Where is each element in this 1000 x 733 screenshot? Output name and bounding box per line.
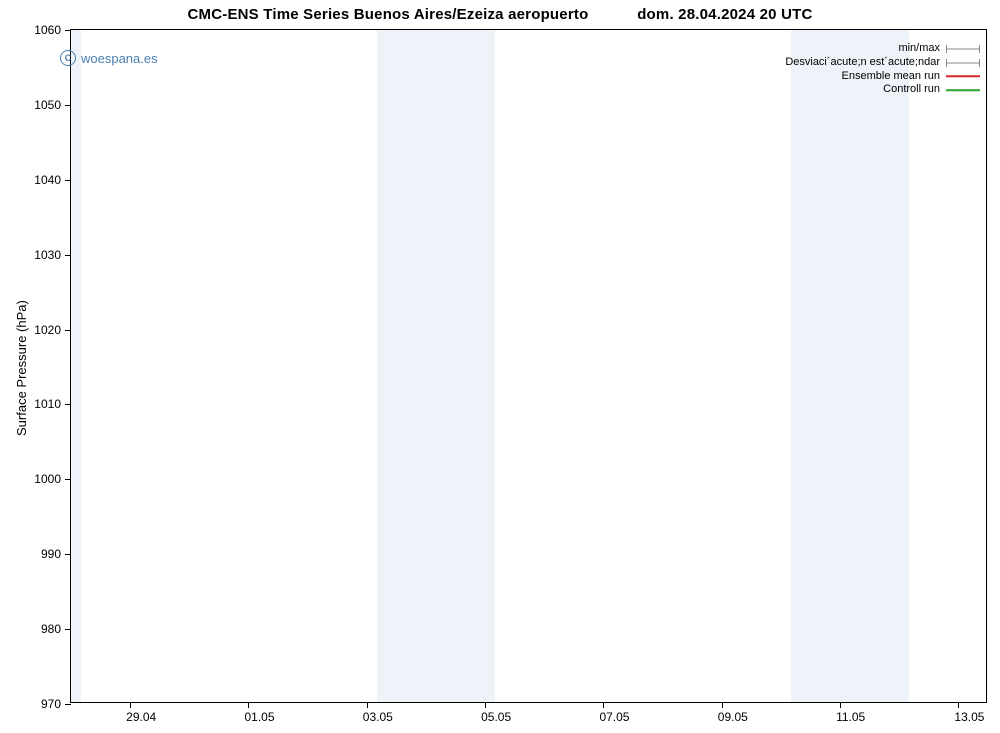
- legend-swatch: [946, 59, 980, 67]
- ytick-label: 1000: [34, 472, 61, 486]
- xtick: [367, 702, 368, 708]
- ytick-label: 970: [41, 697, 61, 711]
- xtick-label: 11.05: [836, 710, 865, 724]
- xtick-label: 13.05: [954, 710, 984, 724]
- xtick-label: 29.04: [126, 710, 156, 724]
- ytick-label: 1060: [34, 23, 61, 37]
- legend: min/maxDesviaci´acute;n est´acute;ndarEn…: [785, 42, 980, 97]
- weekend-band: [71, 30, 81, 702]
- legend-label: Ensemble mean run: [842, 70, 940, 84]
- legend-swatch: [946, 86, 980, 94]
- ytick-label: 1050: [34, 98, 61, 112]
- ytick-label: 1020: [34, 323, 61, 337]
- xtick: [248, 702, 249, 708]
- plot-area: 970980990100010101020103010401050106029.…: [70, 29, 987, 703]
- ytick: [65, 30, 71, 31]
- watermark-text: woespana.es: [81, 51, 158, 66]
- ytick-label: 990: [41, 547, 61, 561]
- xtick-label: 09.05: [718, 710, 748, 724]
- legend-label: Desviaci´acute;n est´acute;ndar: [785, 56, 940, 70]
- ytick: [65, 180, 71, 181]
- xtick: [722, 702, 723, 708]
- ytick: [65, 629, 71, 630]
- xtick: [840, 702, 841, 708]
- legend-item: min/max: [785, 42, 980, 56]
- y-axis-label: Surface Pressure (hPa): [14, 300, 29, 436]
- xtick: [958, 702, 959, 708]
- ytick-label: 1010: [34, 397, 61, 411]
- ytick: [65, 704, 71, 705]
- xtick-label: 01.05: [244, 710, 274, 724]
- weekend-band: [377, 30, 495, 702]
- legend-label: min/max: [898, 42, 940, 56]
- ytick: [65, 105, 71, 106]
- title-right: dom. 28.04.2024 20 UTC: [637, 6, 812, 23]
- legend-label: Controll run: [883, 83, 940, 97]
- ytick: [65, 330, 71, 331]
- ytick: [65, 479, 71, 480]
- ytick: [65, 554, 71, 555]
- title-left: CMC-ENS Time Series Buenos Aires/Ezeiza …: [187, 6, 588, 23]
- chart-title: CMC-ENS Time Series Buenos Aires/Ezeiza …: [0, 6, 1000, 23]
- xtick-label: 03.05: [363, 710, 393, 724]
- ytick: [65, 255, 71, 256]
- legend-item: Controll run: [785, 83, 980, 97]
- legend-swatch: [946, 72, 980, 80]
- ytick-label: 980: [41, 622, 61, 636]
- xtick-label: 07.05: [599, 710, 629, 724]
- watermark: C woespana.es: [60, 50, 158, 66]
- legend-item: Ensemble mean run: [785, 70, 980, 84]
- xtick: [603, 702, 604, 708]
- ytick-label: 1040: [34, 173, 61, 187]
- legend-swatch: [946, 45, 980, 53]
- xtick: [130, 702, 131, 708]
- copyright-icon: C: [60, 50, 76, 66]
- xtick: [485, 702, 486, 708]
- weekend-band: [791, 30, 909, 702]
- ytick-label: 1030: [34, 248, 61, 262]
- xtick-label: 05.05: [481, 710, 511, 724]
- legend-item: Desviaci´acute;n est´acute;ndar: [785, 56, 980, 70]
- ytick: [65, 404, 71, 405]
